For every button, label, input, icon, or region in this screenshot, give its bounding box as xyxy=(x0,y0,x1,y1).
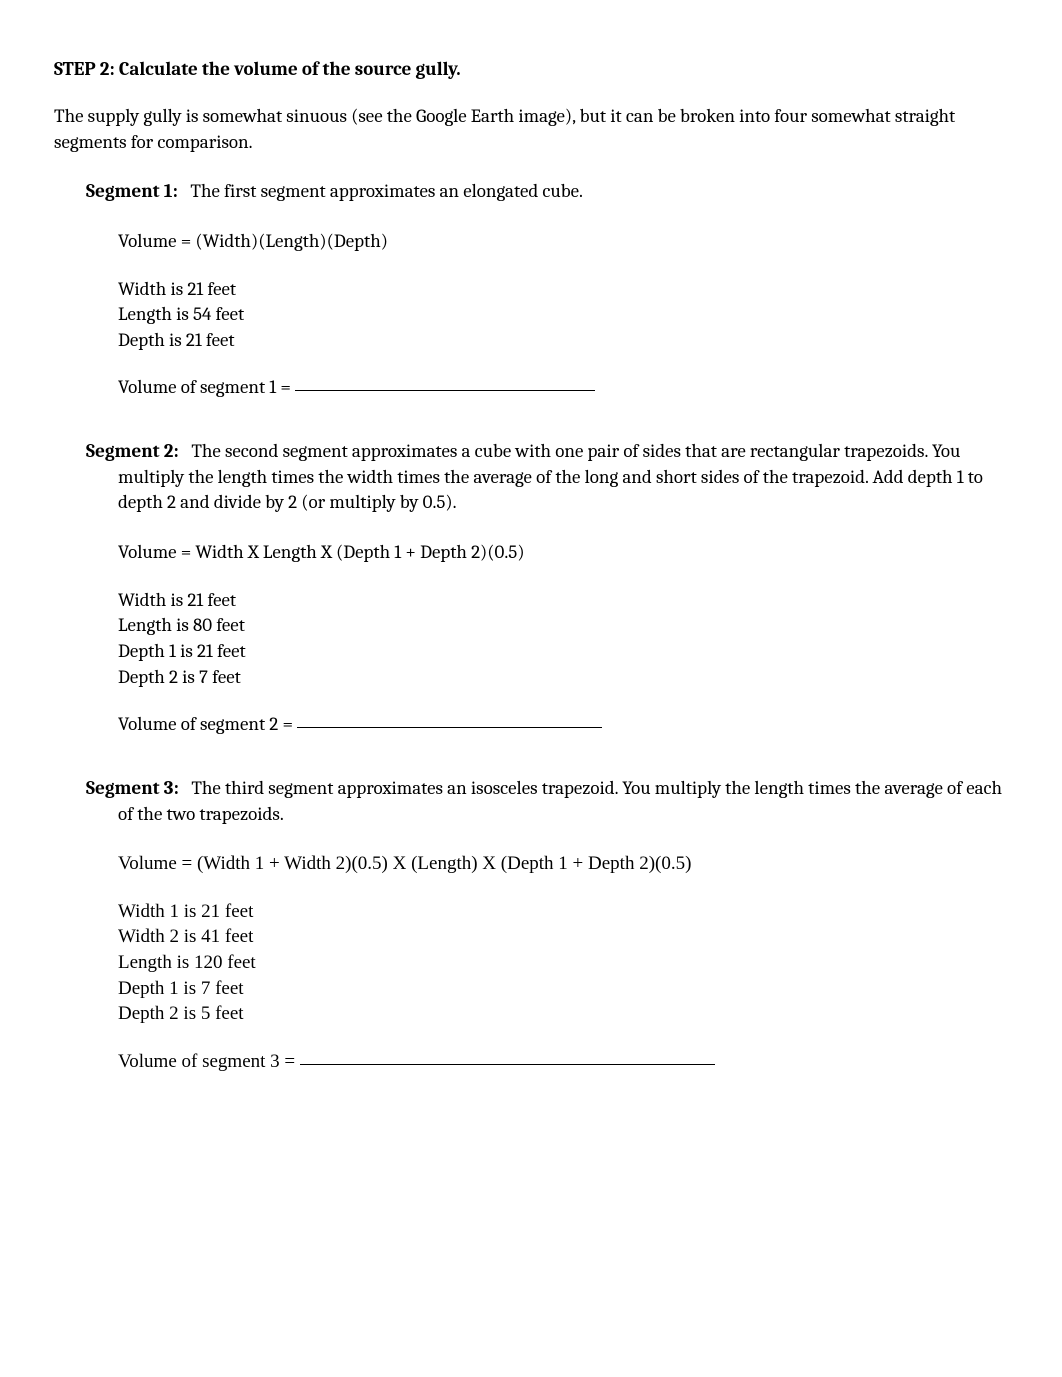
step-title: STEP 2: Calculate the volume of the sour… xyxy=(54,58,1008,80)
segment-2-formula: Volume = Width X Length X (Depth 1 + Dep… xyxy=(118,540,1008,566)
segment-3-measure-3: Length is 120 feet xyxy=(118,950,1008,976)
segment-3-measure-2: Width 2 is 41 feet xyxy=(118,924,1008,950)
segment-1-content: Volume = (Width)(Length)(Depth) Width is… xyxy=(118,229,1008,401)
segment-1-desc-text: The first segment approximates an elonga… xyxy=(190,180,583,202)
segment-2: Segment 2: The second segment approximat… xyxy=(86,439,1008,738)
segment-3-measures: Width 1 is 21 feet Width 2 is 41 feet Le… xyxy=(118,899,1008,1027)
segment-2-measure-3: Depth 1 is 21 feet xyxy=(118,639,1008,665)
segment-3-measure-1: Width 1 is 21 feet xyxy=(118,899,1008,925)
segment-1-head: Segment 1: The first segment approximate… xyxy=(86,179,1008,205)
segment-2-measures: Width is 21 feet Length is 80 feet Depth… xyxy=(118,588,1008,691)
segment-2-blank xyxy=(297,727,602,728)
segment-2-desc-text: The second segment approximates a cube w… xyxy=(118,440,983,513)
segment-3-measure-4: Depth 1 is 7 feet xyxy=(118,976,1008,1002)
segment-3: Segment 3: The third segment approximate… xyxy=(86,776,1008,1075)
segment-2-volume-label: Volume of segment 2 = xyxy=(118,713,297,735)
segment-3-desc-text: The third segment approximates an isosce… xyxy=(118,777,1002,825)
segment-2-volume-line: Volume of segment 2 = xyxy=(118,712,1008,738)
segment-3-formula: Volume = (Width 1 + Width 2)(0.5) X (Len… xyxy=(118,851,1008,877)
segment-1-volume-label: Volume of segment 1 = xyxy=(118,376,295,398)
segment-3-volume-label: Volume of segment 3 = xyxy=(118,1051,300,1072)
segment-1-blank xyxy=(295,390,595,391)
segment-3-blank xyxy=(300,1064,715,1065)
segment-2-label: Segment 2: xyxy=(86,440,179,462)
segment-3-head: Segment 3: The third segment approximate… xyxy=(86,776,1008,827)
segment-1-formula: Volume = (Width)(Length)(Depth) xyxy=(118,229,1008,255)
segment-1: Segment 1: The first segment approximate… xyxy=(86,179,1008,401)
segment-1-measure-2: Length is 54 feet xyxy=(118,302,1008,328)
segment-1-measures: Width is 21 feet Length is 54 feet Depth… xyxy=(118,277,1008,354)
segment-2-content: Volume = Width X Length X (Depth 1 + Dep… xyxy=(118,540,1008,738)
segment-2-measure-1: Width is 21 feet xyxy=(118,588,1008,614)
segment-1-measure-3: Depth is 21 feet xyxy=(118,328,1008,354)
segment-3-label: Segment 3: xyxy=(86,777,179,799)
segment-3-measure-5: Depth 2 is 5 feet xyxy=(118,1001,1008,1027)
segment-1-measure-1: Width is 21 feet xyxy=(118,277,1008,303)
segment-2-head: Segment 2: The second segment approximat… xyxy=(86,439,1008,516)
segment-1-label: Segment 1: xyxy=(86,180,178,202)
segment-1-volume-line: Volume of segment 1 = xyxy=(118,375,1008,401)
segment-3-content: Volume = (Width 1 + Width 2)(0.5) X (Len… xyxy=(118,851,1008,1074)
segment-2-measure-2: Length is 80 feet xyxy=(118,613,1008,639)
segment-3-volume-line: Volume of segment 3 = xyxy=(118,1049,1008,1075)
segment-2-measure-4: Depth 2 is 7 feet xyxy=(118,665,1008,691)
intro-paragraph: The supply gully is somewhat sinuous (se… xyxy=(54,104,1008,155)
